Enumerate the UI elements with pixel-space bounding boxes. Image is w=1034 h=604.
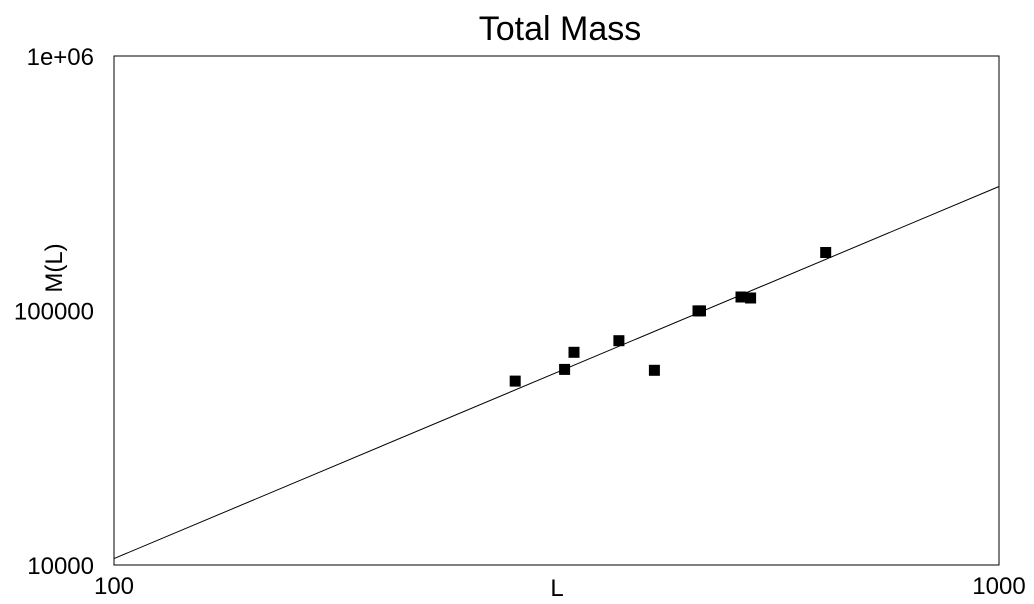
- x-axis-label: L: [550, 575, 563, 602]
- x-tick-label: 100: [94, 573, 134, 600]
- data-point: [745, 292, 757, 304]
- fit-line-layer: [113, 186, 1000, 560]
- tick-labels-layer: 100 1000 10000 100000 1e+06: [14, 44, 1026, 600]
- y-tick-label: 100000: [14, 299, 94, 326]
- chart-title: Total Mass: [479, 10, 642, 48]
- data-points-layer: [509, 247, 832, 387]
- y-tick-label: 1e+06: [27, 44, 94, 71]
- data-point: [820, 247, 832, 258]
- plot-frame: [113, 55, 1000, 566]
- x-tick-label: 1000: [972, 573, 1025, 600]
- data-point: [568, 346, 580, 358]
- data-point: [648, 364, 660, 376]
- data-point: [695, 305, 706, 317]
- y-tick-label: 10000: [27, 553, 94, 580]
- data-point: [735, 291, 747, 303]
- fit-line: [113, 186, 1000, 560]
- data-point: [559, 363, 571, 375]
- data-point: [509, 375, 521, 387]
- y-axis-label: M(L): [41, 243, 68, 292]
- data-point: [613, 335, 625, 347]
